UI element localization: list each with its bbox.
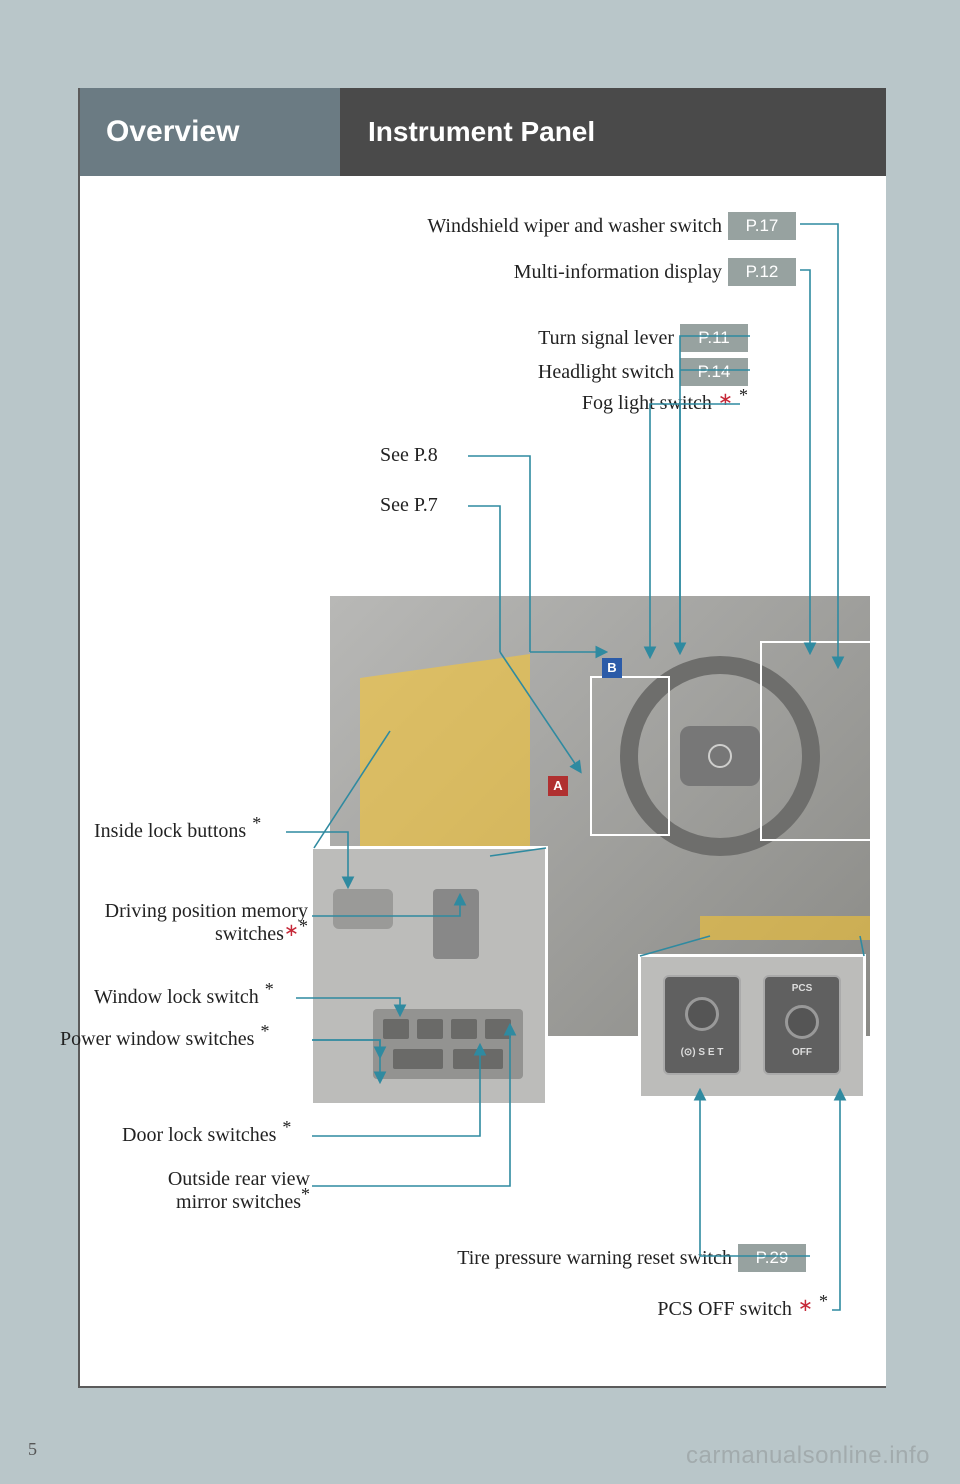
window-btn-icon	[453, 1049, 503, 1069]
label-text: Window lock switch	[94, 986, 259, 1009]
callout-see-p7: See P.7	[380, 494, 438, 517]
label-text: Turn signal lever	[538, 327, 674, 350]
label-text: Headlight switch	[538, 361, 674, 384]
label-line1: Driving position memory	[80, 900, 308, 923]
label-text: Inside lock buttons	[94, 820, 246, 843]
asterisk-icon: *	[260, 1021, 269, 1042]
page-frame: Overview Instrument Panel Windshield wip…	[78, 88, 886, 1388]
label-text: Windshield wiper and washer switch	[427, 215, 722, 238]
callout-window-lock: Window lock switch*	[94, 986, 274, 1009]
tire-reset-switch-icon: (⊙) S E T	[663, 975, 741, 1075]
red-asterisk-icon: ∗	[718, 389, 733, 410]
highlight-strip	[700, 916, 870, 940]
inset-door-controls	[310, 846, 548, 1106]
label-text: See P.8	[380, 444, 438, 467]
label-line2: mirror switches*	[112, 1191, 310, 1214]
page-ref-badge: P.11	[680, 324, 748, 352]
asterisk-icon: *	[739, 385, 748, 406]
inset-switch-panel: (⊙) S E T PCS OFF	[638, 954, 866, 1099]
knob-icon	[785, 1005, 819, 1039]
callout-headlight: Headlight switch P.14	[538, 358, 748, 386]
page-content: Windshield wiper and washer switch P.17 …	[80, 176, 886, 1386]
label-text: Power window switches	[60, 1028, 254, 1051]
door-handle-icon	[333, 889, 393, 929]
callout-power-window: Power window switches*	[60, 1028, 269, 1051]
outline-box-right-stalk	[760, 641, 870, 841]
label-text: Tire pressure warning reset switch	[457, 1247, 732, 1270]
callout-door-lock: Door lock switches*	[122, 1124, 291, 1147]
page-ref-badge: P.29	[738, 1244, 806, 1272]
memory-switch-icon	[433, 889, 479, 959]
asterisk-icon: *	[265, 979, 274, 1000]
label-text: Multi-information display	[514, 261, 722, 284]
page-ref-badge: P.14	[680, 358, 748, 386]
label-text: PCS OFF switch	[657, 1298, 792, 1321]
callout-multi-info: Multi-information display P.12	[514, 258, 796, 286]
page-number: 5	[28, 1439, 37, 1460]
callout-turn-signal: Turn signal lever P.11	[538, 324, 748, 352]
asterisk-icon: *	[301, 1184, 310, 1204]
label-line2: switches∗*	[80, 923, 308, 946]
marker-a: A	[548, 776, 568, 796]
label-text: Fog light switch	[582, 392, 712, 415]
watermark-text: carmanualsonline.info	[686, 1442, 930, 1470]
callout-see-p8: See P.8	[380, 444, 438, 467]
red-asterisk-icon: ∗	[284, 920, 299, 940]
red-asterisk-icon: ∗	[798, 1295, 813, 1316]
callout-mirror-switches: Outside rear view mirror switches*	[112, 1168, 310, 1214]
label-text: See P.7	[380, 494, 438, 517]
set-label: (⊙) S E T	[665, 1047, 739, 1058]
asterisk-icon: *	[252, 813, 261, 834]
callout-tire-pressure: Tire pressure warning reset switch P.29	[457, 1244, 806, 1272]
header-title: Instrument Panel	[340, 88, 886, 176]
page-header: Overview Instrument Panel	[80, 88, 886, 176]
header-overview: Overview	[80, 88, 340, 176]
callout-fog-light: Fog light switch∗*	[582, 392, 748, 415]
label-line1: Outside rear view	[112, 1168, 310, 1191]
marker-b: B	[602, 658, 622, 678]
label-text: Door lock switches	[122, 1124, 276, 1147]
callout-windshield-wiper: Windshield wiper and washer switch P.17	[427, 212, 796, 240]
pcs-label: PCS	[765, 983, 839, 994]
outline-box-left-stalk	[590, 676, 670, 836]
callout-driving-pos-memory: Driving position memory switches∗*	[80, 900, 308, 946]
asterisk-icon: *	[299, 916, 308, 936]
pcs-off-switch-icon: PCS OFF	[763, 975, 841, 1075]
page-ref-badge: P.17	[728, 212, 796, 240]
window-btn-icon	[393, 1049, 443, 1069]
lexus-badge-icon	[708, 744, 732, 768]
page-ref-badge: P.12	[728, 258, 796, 286]
mirror-knob-icon	[485, 1019, 511, 1039]
off-label: OFF	[765, 1047, 839, 1058]
asterisk-icon: *	[819, 1291, 828, 1312]
window-btn-icon	[417, 1019, 443, 1039]
window-btn-icon	[451, 1019, 477, 1039]
callout-pcs-off: PCS OFF switch∗*	[657, 1298, 828, 1321]
window-switch-block	[373, 1009, 523, 1079]
asterisk-icon: *	[282, 1117, 291, 1138]
knob-icon	[685, 997, 719, 1031]
window-btn-icon	[383, 1019, 409, 1039]
callout-inside-lock: Inside lock buttons*	[94, 820, 261, 843]
